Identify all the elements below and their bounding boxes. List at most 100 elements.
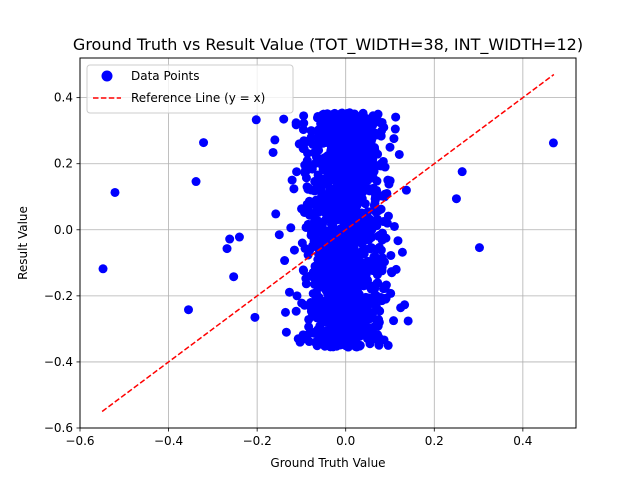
data-point — [368, 111, 378, 121]
data-point — [274, 230, 284, 240]
data-point — [377, 266, 387, 276]
data-point — [225, 234, 235, 244]
data-point — [365, 257, 375, 267]
data-point — [300, 165, 310, 175]
data-point — [301, 274, 311, 284]
data-point — [302, 182, 312, 192]
data-point — [338, 255, 348, 265]
data-point — [324, 271, 334, 281]
data-point — [371, 218, 381, 228]
chart-title: Ground Truth vs Result Value (TOT_WIDTH=… — [73, 35, 583, 55]
data-point — [381, 233, 391, 243]
reference-line-layer — [101, 73, 555, 413]
data-point — [330, 206, 340, 216]
data-point — [292, 167, 302, 177]
data-point — [371, 315, 381, 325]
data-point — [457, 167, 467, 177]
y-tick-label: −0.4 — [44, 355, 73, 369]
data-point — [358, 110, 368, 120]
data-point — [370, 128, 380, 138]
data-point — [340, 307, 350, 317]
data-point — [311, 242, 321, 252]
reference-line — [101, 73, 555, 413]
y-tick-label: 0.4 — [54, 91, 73, 105]
legend-box — [86, 64, 294, 114]
data-point — [313, 133, 323, 143]
data-point — [375, 118, 385, 128]
data-point — [289, 184, 299, 194]
data-point — [372, 253, 382, 263]
data-point — [293, 334, 303, 344]
data-point — [338, 146, 348, 156]
data-point — [353, 208, 363, 218]
data-point — [353, 150, 363, 160]
data-point — [284, 287, 294, 297]
data-point — [359, 244, 369, 254]
data-point — [313, 279, 323, 289]
data-point — [307, 225, 317, 235]
data-point — [354, 269, 364, 279]
data-point — [329, 119, 339, 129]
data-point — [311, 292, 321, 302]
data-point — [380, 257, 390, 267]
data-point — [314, 145, 324, 155]
x-tick-label: 0.4 — [513, 434, 532, 448]
data-point — [332, 181, 342, 191]
data-point — [341, 124, 351, 134]
data-point — [314, 333, 324, 343]
data-point — [386, 267, 396, 277]
data-point — [319, 232, 329, 242]
data-point — [250, 312, 260, 322]
data-point — [343, 272, 353, 282]
data-point — [328, 222, 338, 232]
data-point — [298, 265, 308, 275]
data-point — [389, 134, 399, 144]
data-point — [373, 231, 383, 241]
data-point — [327, 336, 337, 346]
data-point — [351, 334, 361, 344]
data-point — [366, 243, 376, 253]
data-point — [329, 281, 339, 291]
data-point — [371, 191, 381, 201]
data-point — [289, 245, 299, 255]
data-point — [268, 147, 278, 157]
data-point — [299, 136, 309, 146]
data-points — [98, 108, 558, 352]
data-point — [314, 177, 324, 187]
data-point — [381, 280, 391, 290]
data-point — [352, 187, 362, 197]
data-point — [271, 209, 281, 219]
data-point — [394, 149, 404, 159]
data-point — [280, 256, 290, 266]
data-point — [306, 327, 316, 337]
y-tick-label: 0.2 — [54, 157, 73, 171]
data-point — [270, 135, 280, 145]
x-tick-label: −0.4 — [154, 434, 183, 448]
data-point — [330, 108, 340, 118]
data-point — [234, 232, 244, 242]
data-point — [389, 316, 399, 326]
data-point — [352, 342, 362, 352]
data-point — [291, 120, 301, 130]
data-point — [355, 132, 365, 142]
data-point — [474, 243, 484, 253]
data-point — [354, 289, 364, 299]
data-point — [321, 200, 331, 210]
data-point — [316, 185, 326, 195]
data-point — [336, 227, 346, 237]
data-point — [332, 322, 342, 332]
data-point — [229, 272, 239, 282]
data-point — [319, 158, 329, 168]
data-point — [356, 165, 366, 175]
data-point — [308, 267, 318, 277]
data-point — [324, 172, 334, 182]
data-point — [280, 307, 290, 317]
data-point — [383, 175, 393, 185]
x-tick-label: −0.6 — [65, 434, 94, 448]
data-point — [287, 175, 297, 185]
data-point — [286, 223, 296, 233]
data-point — [222, 244, 232, 254]
data-point — [312, 313, 322, 323]
data-point — [299, 111, 309, 121]
data-point — [368, 183, 378, 193]
